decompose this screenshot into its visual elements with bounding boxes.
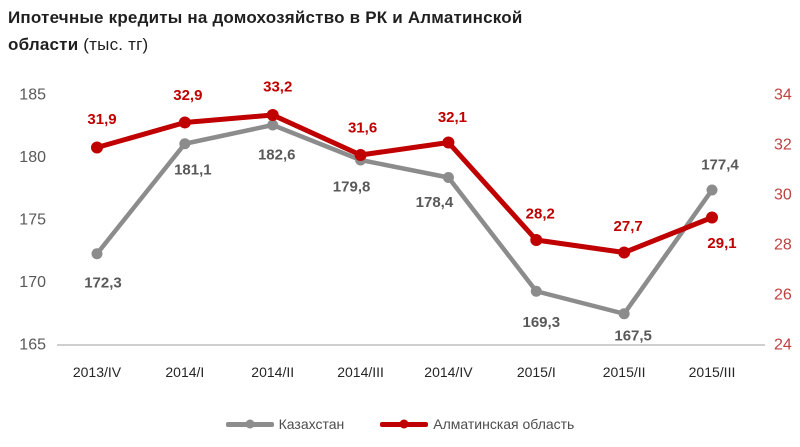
svg-text:172,3: 172,3 bbox=[84, 274, 122, 291]
legend-item-kazakhstan: Казахстан bbox=[225, 416, 345, 432]
svg-text:27,7: 27,7 bbox=[614, 218, 643, 235]
svg-text:179,8: 179,8 bbox=[333, 179, 371, 196]
chart-legend: Казахстан Алматинская область bbox=[0, 408, 800, 440]
svg-text:2015/III: 2015/III bbox=[689, 364, 736, 380]
svg-text:2015/I: 2015/I bbox=[517, 364, 556, 380]
svg-text:32,1: 32,1 bbox=[438, 109, 467, 126]
svg-text:2014/III: 2014/III bbox=[337, 364, 384, 380]
svg-text:2015/II: 2015/II bbox=[603, 364, 646, 380]
svg-text:2014/IV: 2014/IV bbox=[424, 364, 473, 380]
svg-text:185: 185 bbox=[19, 87, 46, 104]
svg-text:178,4: 178,4 bbox=[416, 194, 454, 211]
svg-text:28: 28 bbox=[774, 237, 792, 254]
legend-label-kazakhstan: Казахстан bbox=[278, 416, 345, 432]
chart-title-line2: области bbox=[8, 35, 79, 54]
chart-title-line1: Ипотечные кредиты на домохозяйство в РК … bbox=[8, 8, 523, 27]
svg-text:2014/II: 2014/II bbox=[251, 364, 294, 380]
svg-text:24: 24 bbox=[774, 337, 792, 354]
svg-text:34: 34 bbox=[774, 87, 792, 104]
almaty-region-line-marker-icon bbox=[380, 419, 429, 429]
svg-text:29,1: 29,1 bbox=[707, 235, 736, 252]
svg-text:2013/IV: 2013/IV bbox=[73, 364, 122, 380]
svg-text:28,2: 28,2 bbox=[526, 206, 555, 223]
svg-text:30: 30 bbox=[774, 187, 792, 204]
svg-text:31,6: 31,6 bbox=[348, 120, 377, 137]
svg-text:32,9: 32,9 bbox=[173, 87, 202, 104]
svg-text:2014/I: 2014/I bbox=[165, 364, 204, 380]
chart-title-unit: (тыс. тг) bbox=[83, 35, 149, 54]
svg-text:165: 165 bbox=[19, 337, 46, 354]
legend-label-almaty-region: Алматинская область bbox=[433, 416, 575, 432]
svg-text:169,3: 169,3 bbox=[523, 314, 561, 331]
svg-text:167,5: 167,5 bbox=[614, 327, 652, 344]
chart-title: Ипотечные кредиты на домохозяйство в РК … bbox=[8, 4, 638, 58]
svg-text:177,4: 177,4 bbox=[701, 157, 739, 174]
svg-text:170: 170 bbox=[19, 274, 46, 291]
svg-text:33,2: 33,2 bbox=[263, 79, 292, 96]
svg-text:32: 32 bbox=[774, 137, 792, 154]
svg-text:31,9: 31,9 bbox=[87, 111, 116, 128]
legend-item-almaty-region: Алматинская область bbox=[380, 416, 574, 432]
svg-text:26: 26 bbox=[774, 287, 792, 304]
svg-text:182,6: 182,6 bbox=[258, 147, 296, 164]
dual-axis-line-chart: 185 180 175 170 165 34 32 30 28 26 24 2013/IV 2014/I… bbox=[19, 79, 792, 381]
svg-text:175: 175 bbox=[19, 212, 46, 229]
svg-text:181,1: 181,1 bbox=[174, 161, 212, 178]
svg-text:180: 180 bbox=[19, 149, 46, 166]
kazakhstan-line-marker-icon bbox=[225, 419, 274, 429]
